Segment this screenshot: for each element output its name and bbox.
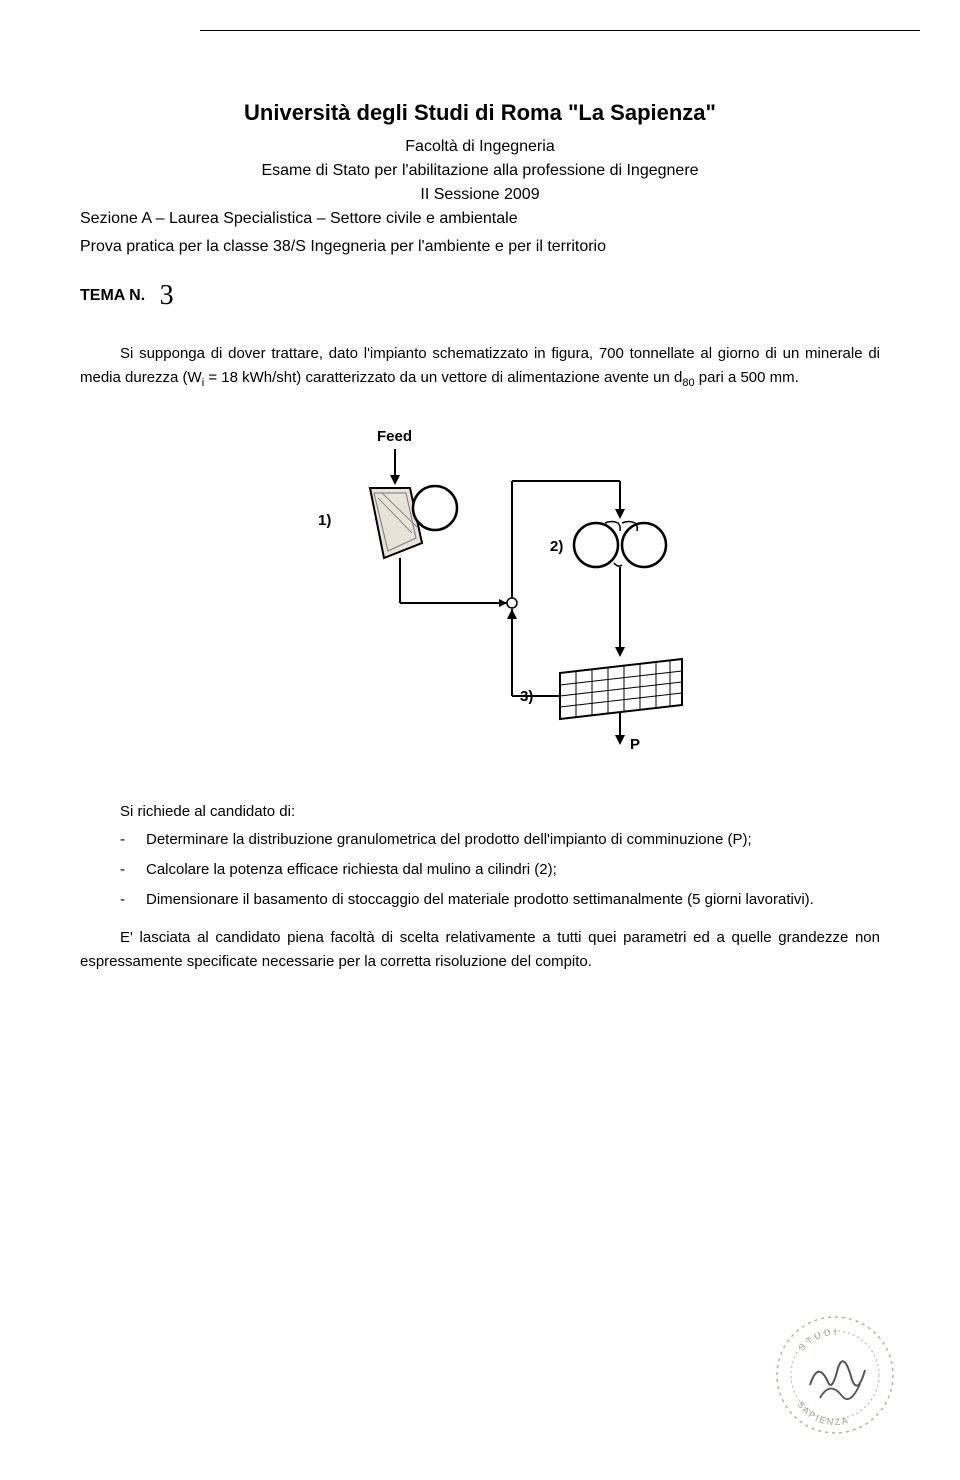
screen-icon bbox=[560, 659, 682, 719]
questions-intro: Si richiede al candidato di: bbox=[80, 803, 880, 820]
arrow-into-mill bbox=[615, 509, 625, 519]
label-p: P bbox=[630, 736, 640, 753]
session-line: II Sessione 2009 bbox=[80, 186, 880, 204]
feed-arrow-head bbox=[390, 475, 400, 485]
stamp-bottom-text: SAPIENZA bbox=[795, 1399, 850, 1427]
question-3: Dimensionare il basamento di stoccaggio … bbox=[120, 888, 880, 912]
feed-label: Feed bbox=[377, 428, 412, 445]
question-1: Determinare la distribuzione granulometr… bbox=[120, 828, 880, 852]
problem-text-b: = 18 kWh/sht) caratterizzato da un vetto… bbox=[204, 369, 682, 386]
question-2: Calcolare la potenza efficace richiesta … bbox=[120, 858, 880, 882]
label-2: 2) bbox=[550, 538, 563, 555]
closing-text: E' lasciata al candidato piena facoltà d… bbox=[80, 926, 880, 974]
process-diagram: Feed 1) 2) bbox=[260, 423, 700, 763]
jaw-crusher-icon bbox=[370, 486, 457, 558]
svg-text:STUDI: STUDI bbox=[797, 1327, 840, 1353]
test-line: Prova pratica per la classe 38/S Ingegne… bbox=[80, 238, 880, 256]
arrow-into-junction bbox=[499, 599, 507, 607]
problem-paragraph: Si supponga di dover trattare, dato l'im… bbox=[80, 342, 880, 393]
tema-label: TEMA N. bbox=[80, 287, 145, 304]
junction-circle bbox=[507, 598, 517, 608]
stamp-top-text: STUDI bbox=[797, 1327, 840, 1353]
tema-number: 3 bbox=[160, 280, 174, 311]
seal-stamp: STUDI SAPIENZA bbox=[770, 1310, 900, 1440]
exam-line: Esame di Stato per l'abilitazione alla p… bbox=[80, 162, 880, 180]
page-title: Università degli Studi di Roma "La Sapie… bbox=[80, 100, 880, 126]
arrow-to-p bbox=[615, 735, 625, 745]
problem-sub-2: 80 bbox=[682, 377, 694, 389]
arrow-into-screen bbox=[615, 647, 625, 657]
roller-mill-icon bbox=[574, 521, 666, 567]
svg-text:SAPIENZA: SAPIENZA bbox=[795, 1399, 850, 1427]
figure-container: Feed 1) 2) bbox=[80, 423, 880, 763]
tema-line: TEMA N. 3 bbox=[80, 280, 880, 312]
top-rule bbox=[200, 30, 920, 31]
label-1: 1) bbox=[318, 512, 331, 529]
arrow-return-up bbox=[507, 609, 517, 619]
section-line: Sezione A – Laurea Specialistica – Setto… bbox=[80, 210, 880, 228]
faculty-line: Facoltà di Ingegneria bbox=[80, 138, 880, 156]
questions-list: Determinare la distribuzione granulometr… bbox=[80, 828, 880, 912]
problem-text-c: pari a 500 mm. bbox=[695, 369, 799, 386]
